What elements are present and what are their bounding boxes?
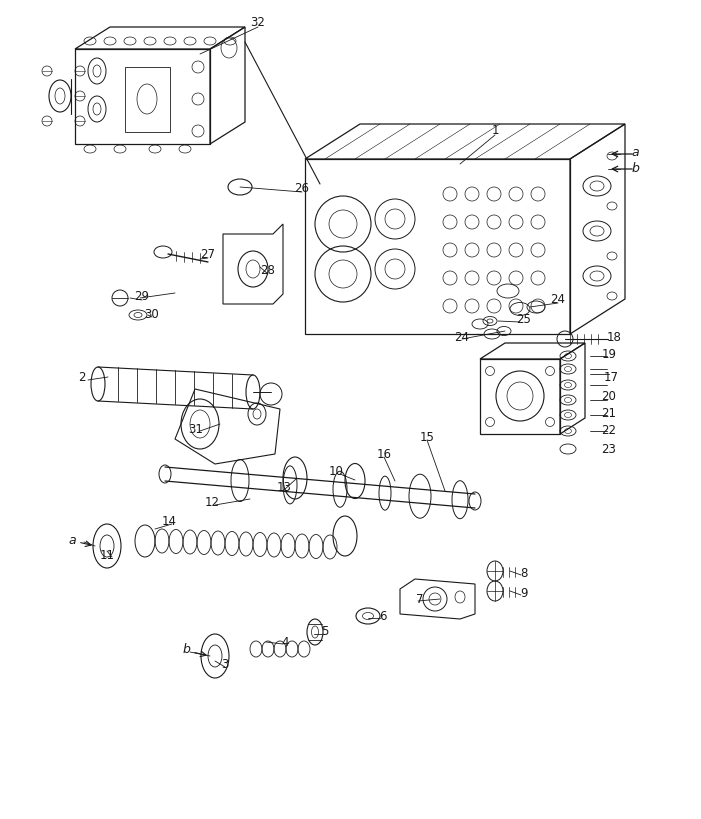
Text: 22: 22 bbox=[601, 424, 616, 437]
Text: 11: 11 bbox=[100, 549, 114, 562]
Text: 28: 28 bbox=[261, 265, 275, 277]
Text: 19: 19 bbox=[601, 348, 616, 361]
Text: 24: 24 bbox=[550, 293, 566, 306]
Text: b: b bbox=[182, 643, 190, 656]
Text: 32: 32 bbox=[250, 16, 266, 29]
Text: 15: 15 bbox=[420, 431, 435, 444]
Text: 16: 16 bbox=[376, 448, 391, 461]
Text: 30: 30 bbox=[144, 308, 159, 321]
Text: b: b bbox=[631, 161, 639, 174]
Text: a: a bbox=[631, 147, 639, 160]
Text: 1: 1 bbox=[491, 124, 498, 136]
Text: 17: 17 bbox=[604, 371, 618, 384]
Text: 23: 23 bbox=[601, 443, 616, 456]
Text: 2: 2 bbox=[79, 371, 86, 384]
Text: 24: 24 bbox=[454, 331, 470, 344]
Text: 8: 8 bbox=[520, 567, 528, 580]
Text: 12: 12 bbox=[205, 495, 219, 509]
Text: 7: 7 bbox=[416, 593, 423, 606]
Text: 21: 21 bbox=[601, 407, 616, 420]
Text: 18: 18 bbox=[606, 331, 622, 344]
Text: 25: 25 bbox=[517, 313, 531, 326]
Text: 10: 10 bbox=[329, 465, 343, 478]
Text: 31: 31 bbox=[189, 423, 203, 436]
Text: 29: 29 bbox=[135, 290, 149, 303]
Text: 20: 20 bbox=[601, 390, 616, 403]
Text: 26: 26 bbox=[294, 181, 310, 194]
Text: 14: 14 bbox=[161, 515, 177, 528]
Text: 13: 13 bbox=[277, 481, 292, 494]
Text: 27: 27 bbox=[200, 248, 215, 261]
Text: 5: 5 bbox=[321, 625, 329, 638]
Text: 9: 9 bbox=[520, 586, 528, 600]
Text: 4: 4 bbox=[281, 636, 289, 649]
Text: a: a bbox=[68, 534, 76, 547]
Text: 3: 3 bbox=[222, 658, 229, 671]
Bar bbox=[125, 68, 170, 133]
Text: 6: 6 bbox=[379, 610, 387, 622]
